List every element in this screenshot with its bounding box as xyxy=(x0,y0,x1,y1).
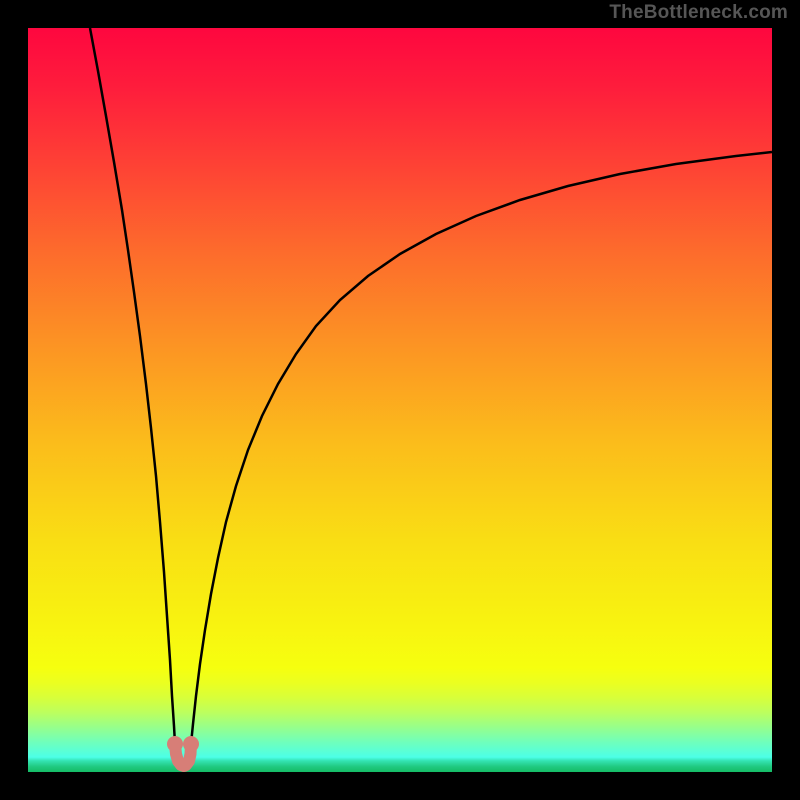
curve-layer xyxy=(28,28,772,772)
minimum-dot-left xyxy=(167,736,183,752)
chart-frame: TheBottleneck.com xyxy=(0,0,800,800)
plot-area xyxy=(28,28,772,772)
curve-right-branch xyxy=(191,152,772,744)
watermark-text: TheBottleneck.com xyxy=(609,2,788,24)
minimum-dot-right xyxy=(183,736,199,752)
curve-left-branch xyxy=(90,28,175,744)
